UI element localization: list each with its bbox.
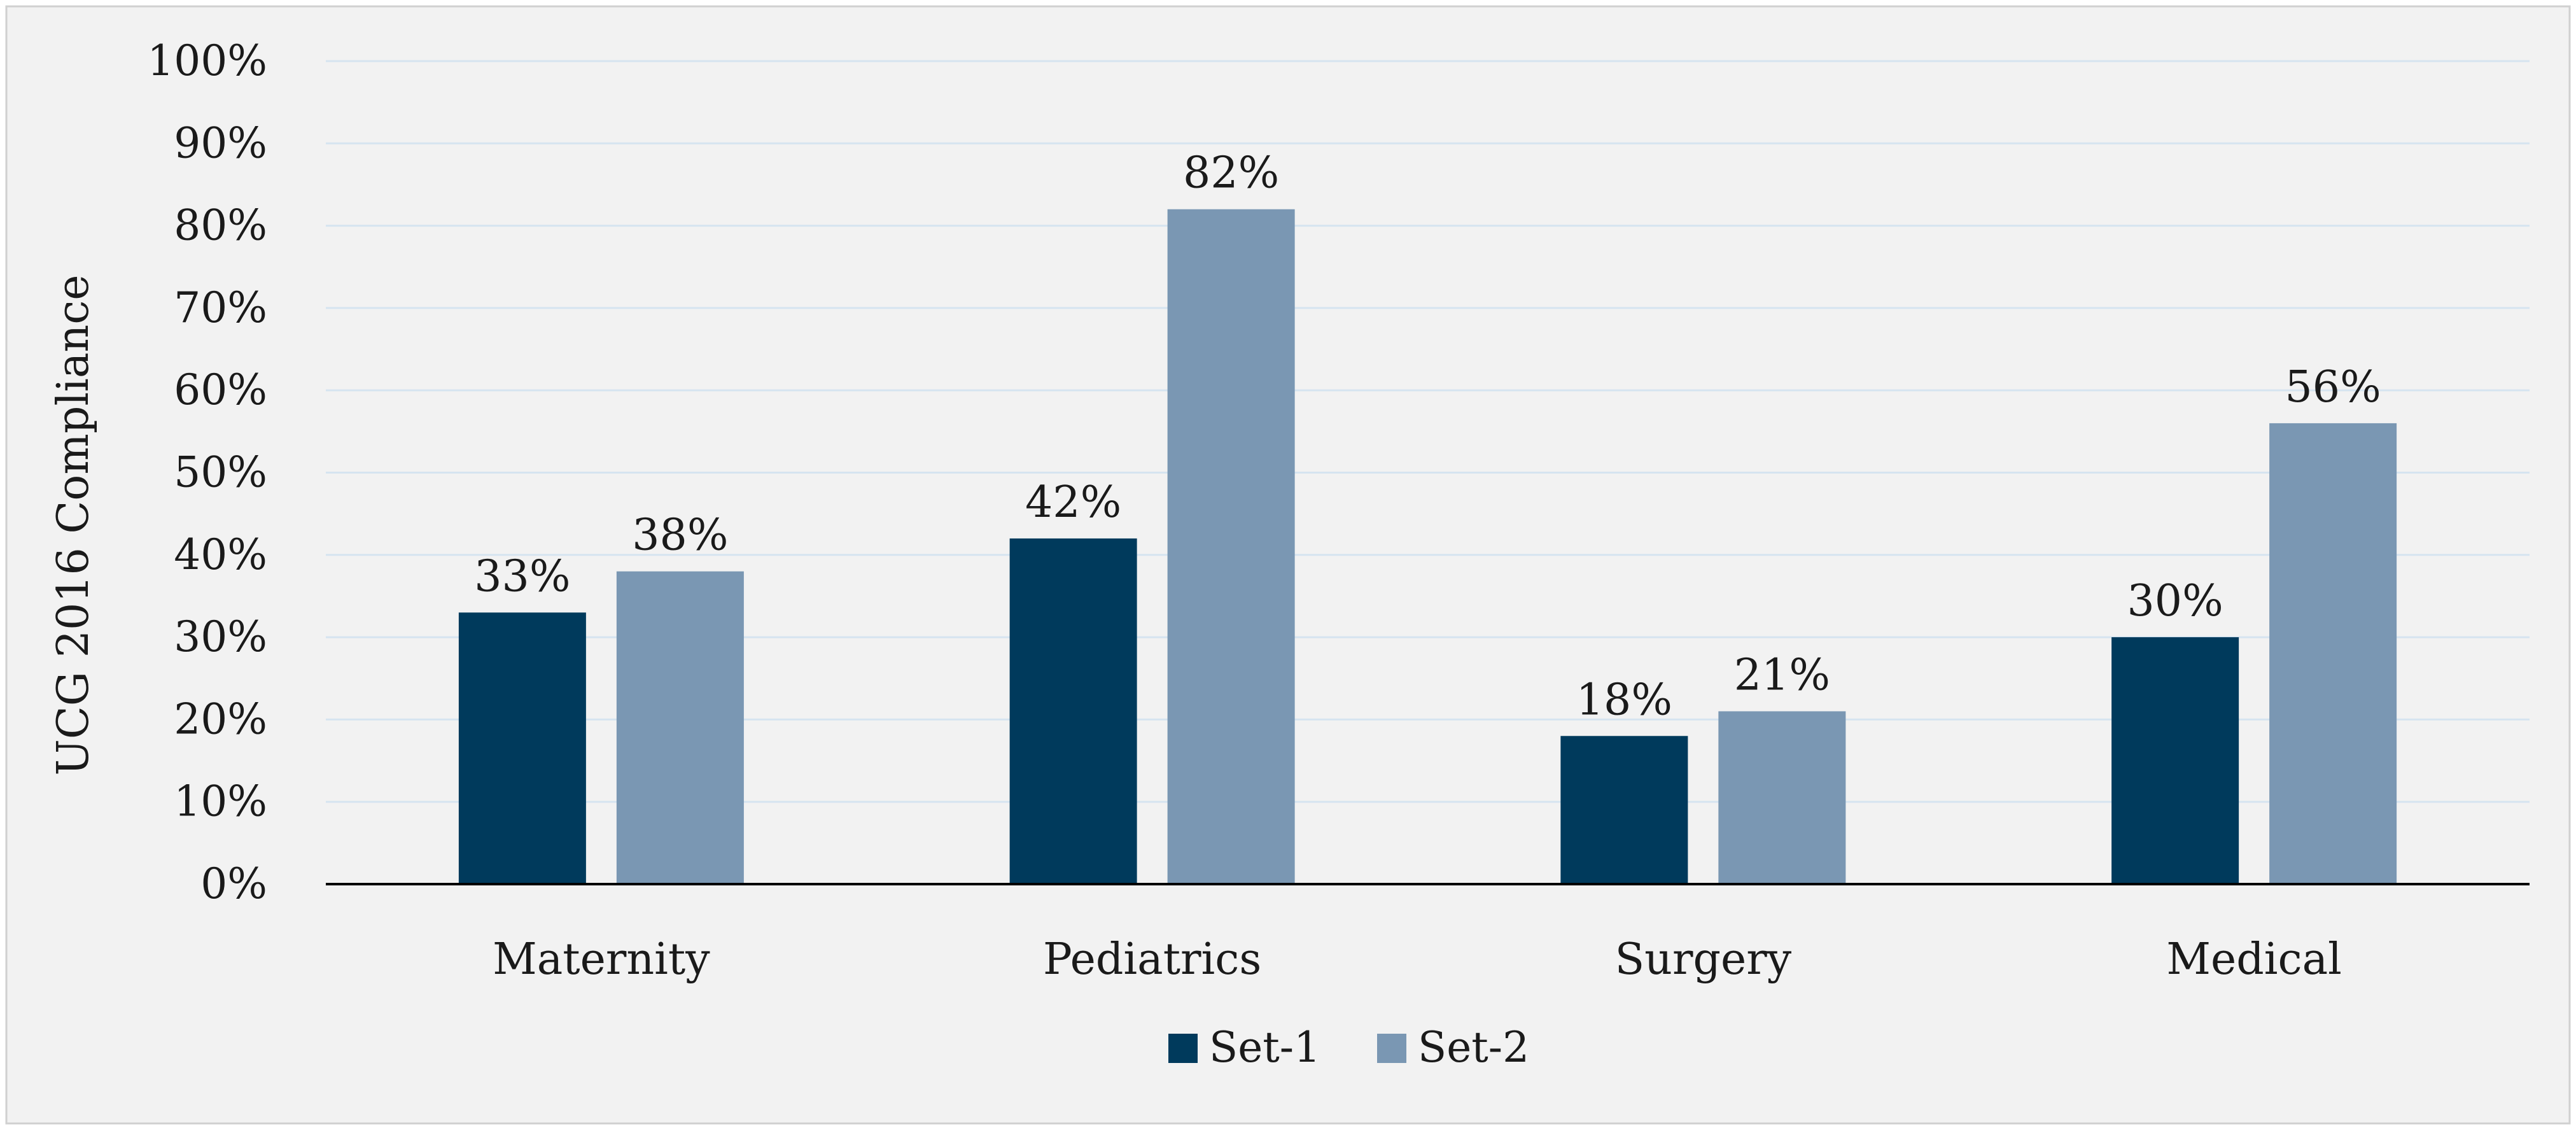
legend-swatch-set-1 (1168, 1034, 1198, 1063)
legend-label: Set-2 (1418, 1023, 1529, 1072)
x-category-label: Pediatrics (1043, 934, 1261, 985)
y-tick-label: 50% (174, 448, 267, 497)
bar-set-1-maternity (458, 612, 586, 884)
bars (458, 209, 2397, 884)
data-label: 18% (1576, 675, 1672, 725)
x-category-label: Medical (2166, 934, 2342, 985)
y-tick-label: 80% (174, 201, 267, 250)
bar-set-1-medical (2111, 637, 2239, 884)
data-label: 82% (1183, 148, 1279, 199)
y-tick-label: 10% (174, 777, 267, 826)
legend-swatch-set-2 (1377, 1034, 1406, 1063)
x-category-label: Maternity (493, 934, 710, 985)
data-label: 42% (1025, 477, 1121, 528)
bar-set-2-pediatrics (1167, 209, 1295, 884)
y-axis-ticks: 0% 10% 20% 30% 40% 50% 60% 70% 80% 90% 100% (147, 36, 267, 908)
data-label: 56% (2285, 362, 2381, 412)
y-tick-label: 20% (174, 694, 267, 743)
bar-set-2-surgery (1718, 711, 1846, 884)
data-label: 30% (2127, 576, 2223, 626)
data-label: 21% (1734, 650, 1830, 700)
data-label: 33% (474, 551, 570, 602)
bar-set-1-surgery (1560, 736, 1688, 884)
data-labels: 33% 38% 42% 82% 18% 21% 30% 56% (474, 148, 2381, 726)
y-tick-label: 60% (174, 365, 267, 414)
data-label: 38% (632, 510, 728, 561)
legend: Set-1 Set-2 (1168, 1023, 1529, 1072)
x-axis-categories: Maternity Pediatrics Surgery Medical (493, 934, 2342, 985)
y-tick-label: 30% (174, 612, 267, 661)
y-tick-label: 70% (174, 283, 267, 332)
bar-set-2-maternity (616, 571, 744, 884)
bar-set-1-pediatrics (1009, 538, 1137, 884)
legend-label: Set-1 (1209, 1023, 1320, 1072)
y-tick-label: 90% (174, 118, 267, 167)
y-tick-label: 0% (200, 859, 267, 908)
y-tick-label: 100% (147, 36, 267, 85)
x-category-label: Surgery (1615, 934, 1792, 985)
bar-set-2-medical (2269, 423, 2397, 884)
y-axis-title: UCG 2016 Compliance (48, 274, 99, 775)
y-tick-label: 40% (174, 530, 267, 579)
